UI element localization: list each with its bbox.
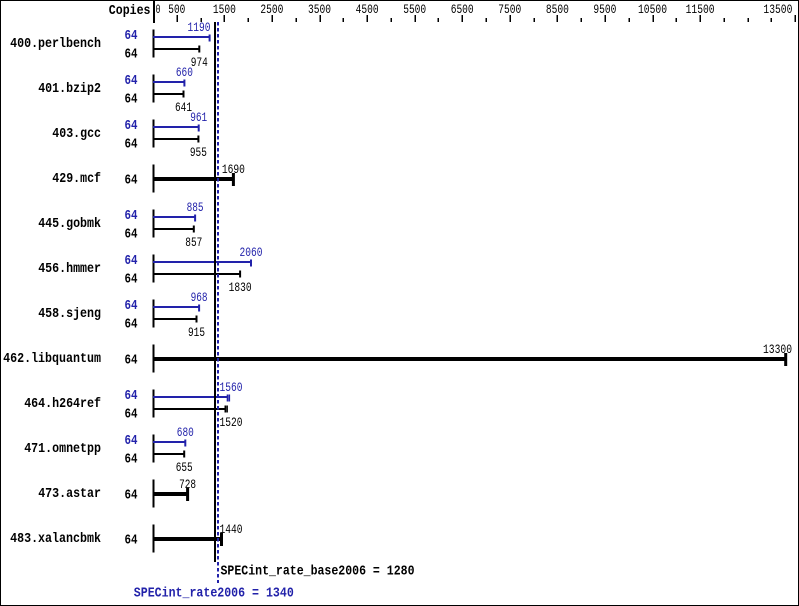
svg-text:473.astar: 473.astar xyxy=(38,487,101,502)
svg-text:403.gcc: 403.gcc xyxy=(52,127,101,142)
svg-text:11500: 11500 xyxy=(686,2,715,17)
svg-text:Copies: Copies xyxy=(109,4,151,19)
svg-text:1520: 1520 xyxy=(220,415,243,430)
svg-text:64: 64 xyxy=(125,434,138,449)
svg-text:64: 64 xyxy=(125,174,138,189)
svg-text:471.omnetpp: 471.omnetpp xyxy=(24,442,101,457)
svg-text:6500: 6500 xyxy=(451,2,474,17)
svg-text:64: 64 xyxy=(125,299,138,314)
svg-text:64: 64 xyxy=(125,453,138,468)
svg-text:401.bzip2: 401.bzip2 xyxy=(38,82,101,97)
svg-text:464.h264ref: 464.h264ref xyxy=(24,397,101,412)
svg-text:728: 728 xyxy=(179,477,196,492)
svg-text:5500: 5500 xyxy=(403,2,426,17)
svg-text:64: 64 xyxy=(125,389,138,404)
svg-text:64: 64 xyxy=(125,74,138,89)
svg-text:857: 857 xyxy=(185,235,202,250)
svg-text:64: 64 xyxy=(125,48,138,63)
svg-text:4500: 4500 xyxy=(356,2,379,17)
svg-text:680: 680 xyxy=(177,425,194,440)
svg-text:64: 64 xyxy=(125,318,138,333)
svg-text:SPECint_rate_base2006 = 1280: SPECint_rate_base2006 = 1280 xyxy=(221,565,415,580)
svg-text:64: 64 xyxy=(125,93,138,108)
svg-text:955: 955 xyxy=(190,145,207,160)
svg-text:64: 64 xyxy=(125,489,138,504)
svg-text:64: 64 xyxy=(125,273,138,288)
svg-text:660: 660 xyxy=(176,65,193,80)
svg-text:64: 64 xyxy=(125,408,138,423)
svg-text:1690: 1690 xyxy=(222,162,245,177)
svg-text:64: 64 xyxy=(125,209,138,224)
svg-text:64: 64 xyxy=(125,119,138,134)
svg-text:655: 655 xyxy=(176,460,193,475)
svg-text:64: 64 xyxy=(125,138,138,153)
svg-text:483.xalancbmk: 483.xalancbmk xyxy=(10,532,101,547)
svg-text:64: 64 xyxy=(125,228,138,243)
svg-text:462.libquantum: 462.libquantum xyxy=(3,352,101,367)
svg-text:885: 885 xyxy=(187,200,204,215)
svg-text:1190: 1190 xyxy=(188,20,211,35)
svg-text:1440: 1440 xyxy=(220,522,243,537)
svg-text:64: 64 xyxy=(125,354,138,369)
svg-text:10500: 10500 xyxy=(638,2,667,17)
svg-text:2500: 2500 xyxy=(260,2,283,17)
svg-text:1560: 1560 xyxy=(220,380,243,395)
svg-text:2060: 2060 xyxy=(240,245,263,260)
svg-text:974: 974 xyxy=(191,55,208,70)
svg-text:64: 64 xyxy=(125,534,138,549)
svg-text:13500: 13500 xyxy=(763,2,792,17)
svg-text:SPECint_rate2006 = 1340: SPECint_rate2006 = 1340 xyxy=(134,587,294,602)
svg-text:1830: 1830 xyxy=(229,280,252,295)
svg-text:0: 0 xyxy=(156,2,161,17)
svg-text:64: 64 xyxy=(125,254,138,269)
svg-text:3500: 3500 xyxy=(308,2,331,17)
svg-text:8500: 8500 xyxy=(546,2,569,17)
svg-text:13300: 13300 xyxy=(763,342,792,357)
svg-text:1500: 1500 xyxy=(213,2,236,17)
svg-text:7500: 7500 xyxy=(498,2,521,17)
svg-text:9500: 9500 xyxy=(593,2,616,17)
svg-text:915: 915 xyxy=(188,325,205,340)
svg-text:641: 641 xyxy=(175,100,192,115)
svg-text:429.mcf: 429.mcf xyxy=(52,172,101,187)
svg-text:456.hmmer: 456.hmmer xyxy=(38,262,101,277)
svg-text:64: 64 xyxy=(125,29,138,44)
svg-text:400.perlbench: 400.perlbench xyxy=(10,37,101,52)
svg-text:445.gobmk: 445.gobmk xyxy=(38,217,101,232)
svg-text:961: 961 xyxy=(190,110,207,125)
svg-text:500: 500 xyxy=(168,2,185,17)
svg-text:458.sjeng: 458.sjeng xyxy=(38,307,101,322)
svg-text:968: 968 xyxy=(191,290,208,305)
